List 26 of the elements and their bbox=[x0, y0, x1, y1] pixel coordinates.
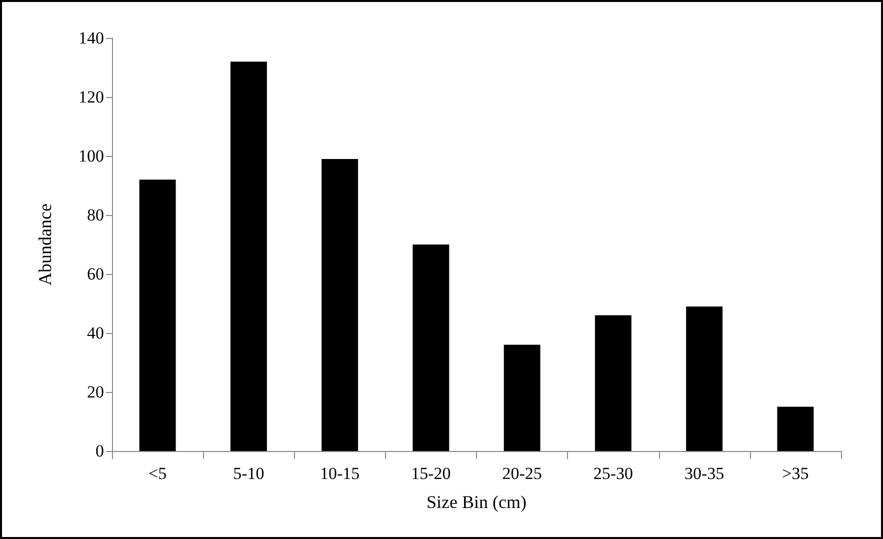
y-tick-label: 40 bbox=[87, 324, 104, 342]
y-axis-title: Abundance bbox=[35, 204, 55, 286]
x-tick-label: <5 bbox=[148, 464, 167, 483]
bar bbox=[139, 180, 176, 451]
x-tick-label: 20-25 bbox=[502, 464, 542, 483]
y-tick-label: 140 bbox=[78, 28, 104, 48]
x-tick-label: 25-30 bbox=[593, 464, 634, 483]
x-tick-label: 30-35 bbox=[684, 464, 724, 483]
x-tick-label: 15-20 bbox=[411, 464, 451, 483]
y-tick-label: 0 bbox=[96, 442, 104, 460]
x-tick-label: 10-15 bbox=[320, 464, 360, 483]
y-tick-label: 60 bbox=[87, 264, 104, 284]
bar bbox=[504, 344, 540, 451]
y-tick-label: 20 bbox=[87, 382, 104, 402]
bar bbox=[412, 244, 450, 451]
bar bbox=[230, 62, 267, 451]
x-axis-title: Size Bin (cm) bbox=[426, 492, 526, 512]
bar bbox=[777, 406, 814, 451]
x-tick-label: >35 bbox=[782, 464, 809, 483]
y-tick-label: 80 bbox=[87, 206, 104, 224]
y-tick-label: 120 bbox=[78, 88, 104, 106]
y-tick-label: 100 bbox=[78, 146, 104, 166]
bar bbox=[686, 306, 723, 451]
bar bbox=[594, 315, 632, 451]
x-tick-label: 5-10 bbox=[233, 464, 264, 483]
bar bbox=[322, 158, 358, 451]
